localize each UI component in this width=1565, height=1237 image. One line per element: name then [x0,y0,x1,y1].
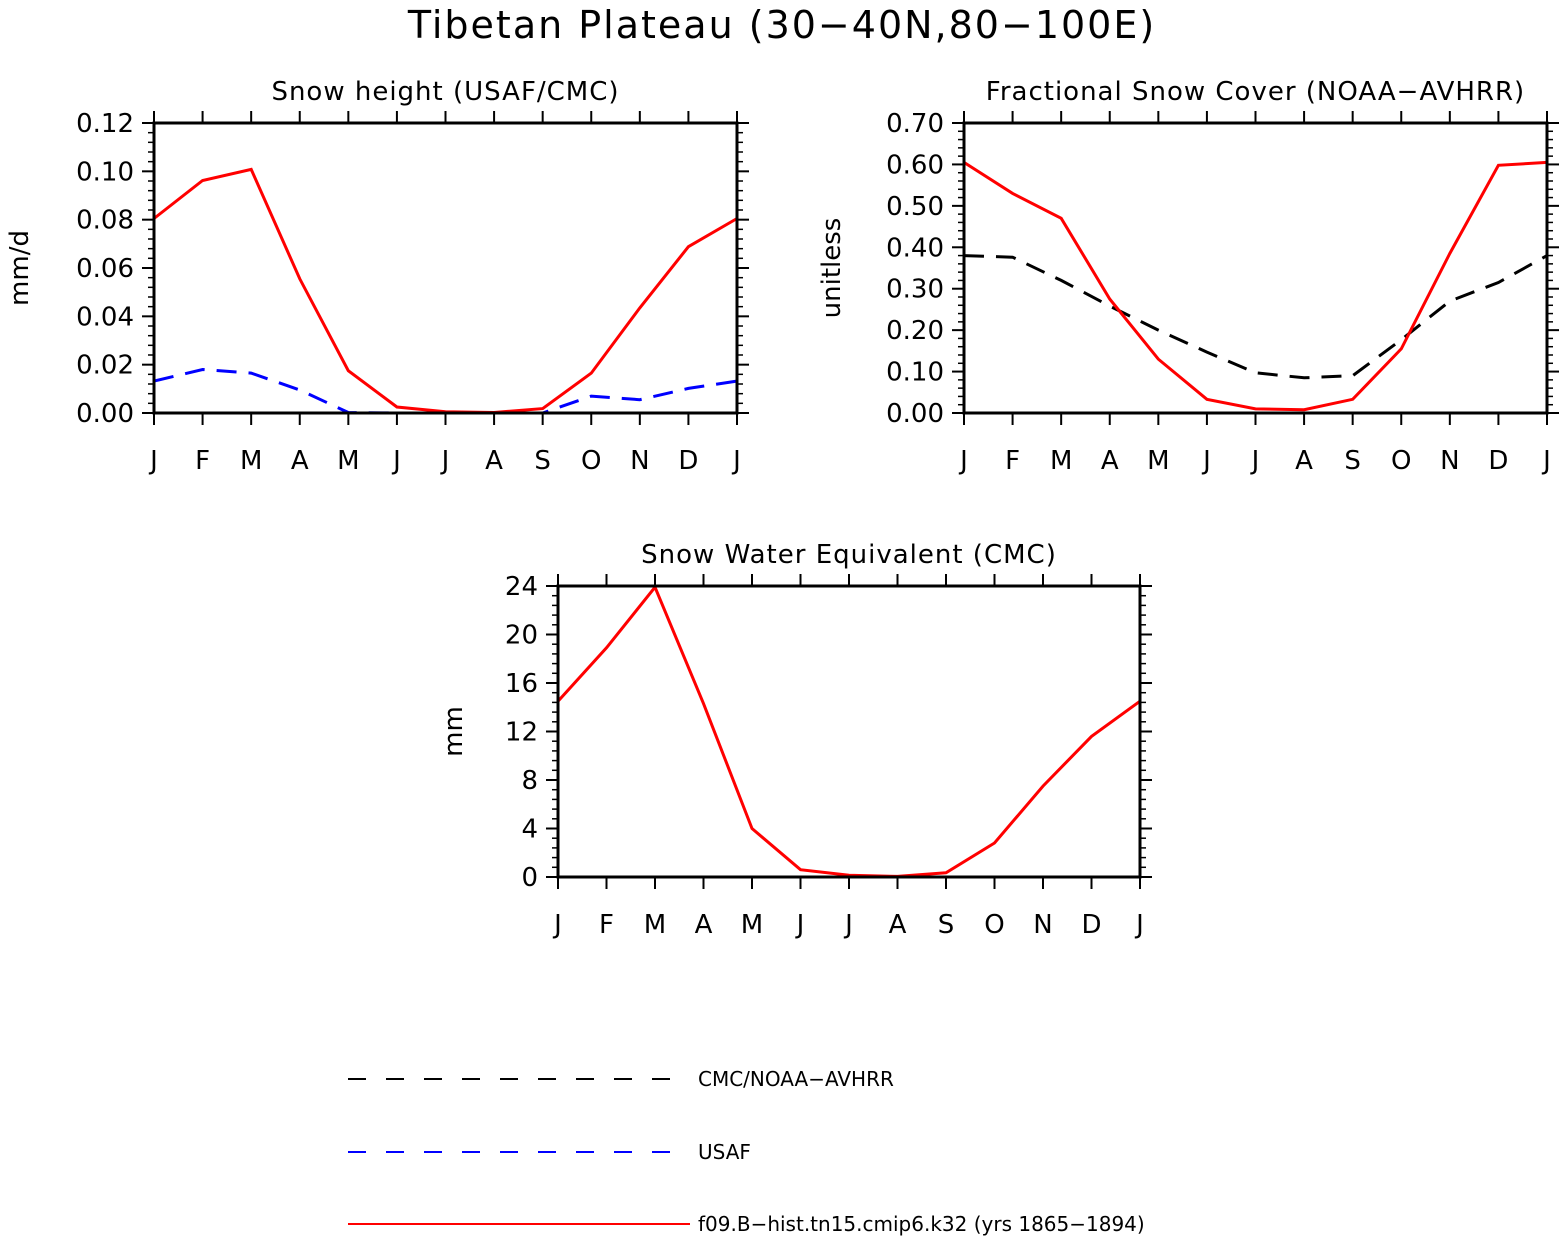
x-tick-label: A [889,910,907,940]
x-tick-label: D [678,446,698,476]
x-tick-label: F [1005,446,1020,476]
y-tick-label: 12 [505,718,538,748]
x-tick-label: D [1488,446,1508,476]
panel-title: Snow height (USAF/CMC) [271,77,619,107]
x-tick-label: J [731,446,741,476]
plot-frame [152,121,739,415]
x-tick-label: A [1101,446,1119,476]
y-tick-label: 0.30 [886,275,944,305]
panel-title: Snow Water Equivalent (CMC) [641,540,1057,570]
x-tick-label: N [1440,446,1459,476]
y-axis-label: mm/d [5,230,35,306]
x-tick-label: N [630,446,649,476]
x-tick-label: S [1344,446,1361,476]
x-tick-label: J [1541,446,1551,476]
y-tick-label: 20 [505,621,538,651]
series-line-3 [153,167,738,415]
chart-panel-1: Snow height (USAF/CMC)mm/dJ F M A M J J A S O N D J0… [5,77,749,476]
y-tick-label: 0.12 [76,109,134,139]
x-tick-label: M [337,446,359,476]
x-tick-label: F [195,446,210,476]
x-tick-label: O [581,446,601,476]
x-tick-label: S [534,446,551,476]
plot-frame [962,121,1549,415]
x-tick-label: M [644,910,666,940]
x-tick-label: J [795,910,805,940]
y-tick-label: 24 [505,572,538,602]
x-tick-label: M [1050,446,1072,476]
y-tick-label: 0.10 [886,358,944,388]
x-tick-label: A [695,910,713,940]
x-tick-label: A [485,446,503,476]
x-tick-label: D [1081,910,1101,940]
main-title: Tibetan Plateau (30−40N,80−100E) [407,3,1156,47]
x-tick-label: O [1391,446,1411,476]
plot-frame [556,584,1142,879]
panels: Snow height (USAF/CMC)mm/dJ F M A M J J A S O N D J0… [5,77,1559,940]
x-tick-label: O [984,910,1004,940]
series-line-2 [153,367,738,415]
x-tick-label: S [938,910,955,940]
y-tick-label: 0.00 [886,399,944,429]
y-tick-label: 0 [521,863,538,893]
series-line-1 [963,254,1548,380]
legend-label-2: USAF [698,1140,751,1164]
y-tick-label: 0.08 [76,206,134,236]
y-axis-label: unitless [817,218,847,319]
x-tick-label: J [440,446,450,476]
x-tick-label: M [741,910,763,940]
y-tick-label: 0.00 [76,399,134,429]
y-tick-label: 0.20 [886,316,944,346]
y-tick-label: 0.40 [886,233,944,263]
x-tick-label: J [958,446,968,476]
y-tick-label: 0.02 [76,351,134,381]
y-tick-label: 0.60 [886,150,944,180]
x-tick-label: J [843,910,853,940]
y-tick-label: 8 [521,766,538,796]
x-tick-label: J [1250,446,1260,476]
y-tick-label: 0.04 [76,302,134,332]
y-tick-label: 0.06 [76,254,134,284]
series-line-2 [963,160,1548,412]
y-tick-label: 4 [521,815,538,845]
y-axis-label: mm [439,706,469,757]
x-tick-label: A [291,446,309,476]
x-tick-label: J [1134,910,1144,940]
chart-panel-2: Fractional Snow Cover (NOAA−AVHRR) unitle… [817,77,1559,476]
y-tick-label: 16 [505,669,538,699]
y-tick-label: 0.10 [76,157,134,187]
x-tick-label: J [148,446,158,476]
legend: CMC/NOAA−AVHRR USAF f09.B−hist.tn15.cmip6.… [348,1067,1145,1236]
legend-label-3: f09.B−hist.tn15.cmip6.k32 (yrs 1865−1894… [698,1212,1145,1236]
panel-title: Fractional Snow Cover (NOAA−AVHRR) [986,77,1525,107]
x-tick-label: J [1201,446,1211,476]
series-line-2 [556,584,1141,878]
x-tick-label: M [1147,446,1169,476]
x-tick-label: F [599,910,614,940]
x-tick-label: N [1033,910,1052,940]
legend-label-1: CMC/NOAA−AVHRR [698,1067,894,1091]
x-tick-label: J [391,446,401,476]
chart-panel-3: Snow Water Equivalent (CMC)mmJ F M A M J J A S O N… [439,540,1152,940]
y-tick-label: 0.50 [886,192,944,222]
x-tick-label: M [240,446,262,476]
x-tick-label: A [1295,446,1313,476]
x-tick-label: J [552,910,562,940]
y-tick-label: 0.70 [886,109,944,139]
